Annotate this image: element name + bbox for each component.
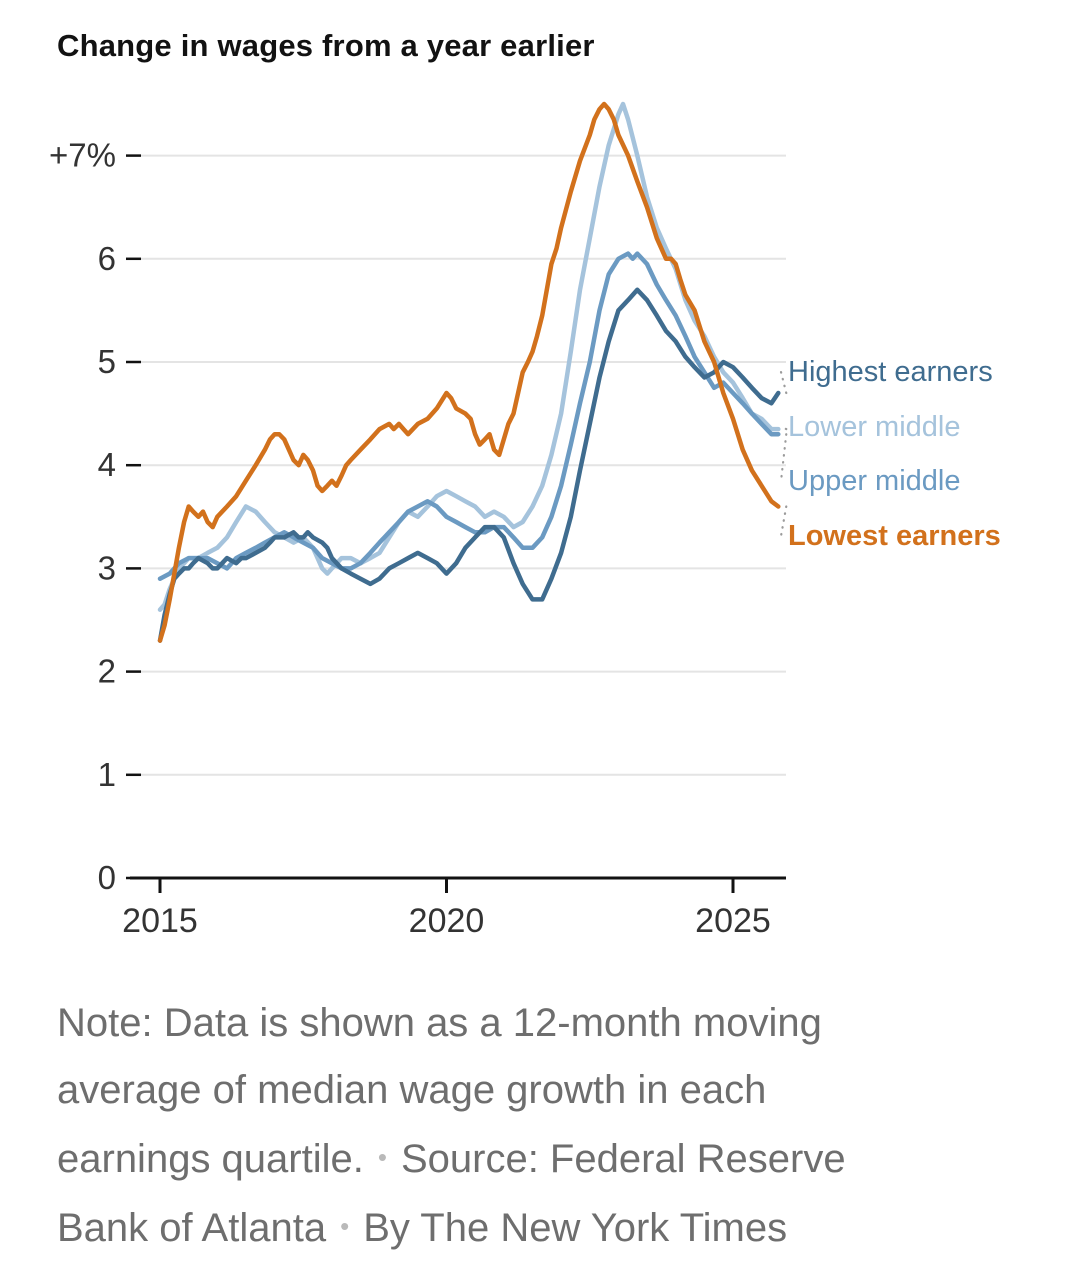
y-tick-label: +7% (49, 137, 116, 174)
series-line-upper-middle (157, 251, 781, 581)
chart-area: 0 1 2 3 4 5 6 +7% 2015 2020 2025 Highest earners L… (49, 101, 1001, 940)
bullet-separator: • (377, 1142, 387, 1172)
label-leader (779, 370, 788, 395)
note-source: Source: Federal Reserve (400, 1137, 846, 1181)
y-tick-label: 5 (98, 343, 116, 380)
note-source-2: Bank of Atlanta (57, 1206, 327, 1250)
series-line-lower-middle (157, 101, 781, 612)
x-tick-label: 2025 (695, 902, 771, 940)
label-leader (779, 505, 788, 538)
note-line-1: Note: Data is shown as a 12-month moving (57, 1001, 822, 1045)
note-byline: By The New York Times (363, 1206, 788, 1250)
y-tick-label: 0 (98, 859, 116, 896)
x-tick-label: 2020 (409, 902, 485, 940)
y-tick-label: 2 (98, 653, 116, 690)
y-tick-label: 6 (98, 240, 116, 277)
series-label-lower-middle: Lower middle (788, 411, 961, 443)
note-line-2: average of median wage growth in each (57, 1068, 767, 1112)
label-leader (779, 425, 788, 431)
series-label-lowest-earners: Lowest earners (788, 520, 1001, 552)
y-tick-label: 3 (98, 549, 116, 586)
x-tick-label: 2015 (122, 902, 198, 940)
series-line-lowest-earners (157, 101, 781, 643)
y-tick-label: 4 (98, 446, 116, 483)
label-leader (779, 433, 788, 483)
series-label-highest-earners: Highest earners (788, 356, 993, 388)
chart-note: Note: Data is shown as a 12-month moving… (57, 990, 1017, 1262)
note-line-3a: earnings quartile. (57, 1137, 364, 1181)
chart-title: Change in wages from a year earlier (57, 28, 595, 63)
chart-canvas: 0 1 2 3 4 5 6 +7% 2015 2020 2025 (49, 101, 788, 940)
series-label-upper-middle: Upper middle (788, 465, 961, 497)
series-line-highest-earners (157, 287, 781, 643)
bullet-separator: • (340, 1211, 350, 1241)
y-tick-label: 1 (98, 756, 116, 793)
